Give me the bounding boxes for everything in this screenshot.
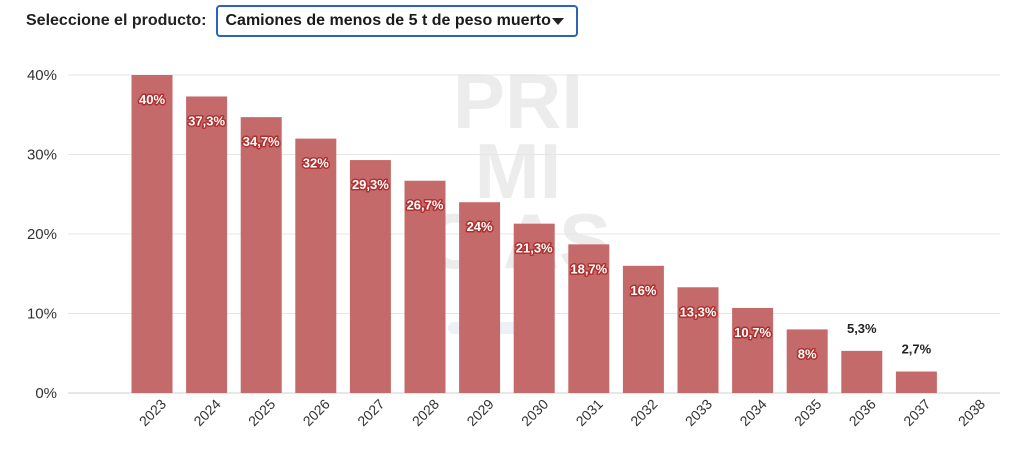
x-tick-label: 2028 [409,396,442,429]
product-select[interactable]: Camiones de menos de 5 t de peso muerto [216,5,579,37]
bar[interactable] [295,138,337,393]
bar[interactable] [568,244,610,393]
x-tick-label: 2024 [190,396,223,429]
data-label: 13,3% [680,304,717,319]
product-select-value: Camiones de menos de 5 t de peso muerto [225,12,551,29]
data-labels: 40% 37,3% 34,7% 32% 29,3% 26,7% 24% 21,3% 18,7% 1… [137,91,932,363]
x-axis-ticks: 2023 2024 2025 2026 2027 2028 2029 2030 2031 2032… [136,396,988,429]
x-tick-label: 2033 [682,396,715,429]
data-label: 34,7% [243,134,280,149]
bar[interactable] [677,287,719,393]
bar[interactable] [732,307,774,393]
caret-down-icon [552,17,565,25]
data-label: 16% [630,283,656,298]
y-tick-label: 0% [35,385,57,402]
data-label: 21,3% [516,241,553,256]
bar[interactable] [895,371,937,393]
bar[interactable] [841,350,883,393]
bars [131,75,937,393]
y-tick-label: 20% [27,226,57,243]
x-tick-label: 2036 [846,396,879,429]
data-label: 18,7% [570,261,607,276]
x-tick-label: 2034 [736,396,769,429]
data-label: 26,7% [407,198,444,213]
x-tick-label: 2023 [136,396,169,429]
x-tick-label: 2027 [354,396,387,429]
x-tick-label: 2037 [900,396,933,429]
bar[interactable] [186,96,228,393]
data-label: 10,7% [734,325,771,340]
x-tick-label: 2030 [518,396,551,429]
bar[interactable] [349,160,391,393]
bar[interactable] [404,180,446,393]
data-label: 2,7% [902,342,932,357]
watermark-text: PRI [453,57,583,145]
x-tick-label: 2031 [573,396,606,429]
data-label: 40% [139,92,165,107]
watermark-text: MI [475,127,562,215]
x-tick-label: 2035 [791,396,824,429]
bar[interactable] [622,265,664,393]
data-label: 37,3% [188,113,225,128]
y-axis-ticks: 0% 10% 20% 30% 40% [27,67,57,402]
data-label: 32% [303,156,329,171]
data-label: 29,3% [352,177,389,192]
bar[interactable] [240,117,282,393]
bar[interactable] [459,202,501,393]
x-tick-label: 2032 [627,396,660,429]
y-tick-label: 10% [27,306,57,323]
y-tick-label: 40% [27,67,57,84]
bar[interactable] [131,75,173,393]
y-tick-label: 30% [27,147,57,164]
x-tick-label: 2026 [300,396,333,429]
product-selector-row: Seleccione el producto: Camiones de meno… [26,4,579,38]
bar[interactable] [513,223,555,393]
x-tick-label: 2038 [955,396,988,429]
data-label: 8% [798,346,817,361]
bar[interactable] [786,329,828,393]
product-selector-label: Seleccione el producto: [26,12,207,29]
watermark-logo: PRIMICIAS [425,57,611,334]
x-tick-label: 2029 [463,396,496,429]
x-tick-label: 2025 [245,396,278,429]
data-label: 5,3% [847,321,877,336]
data-label: 24% [467,219,493,234]
